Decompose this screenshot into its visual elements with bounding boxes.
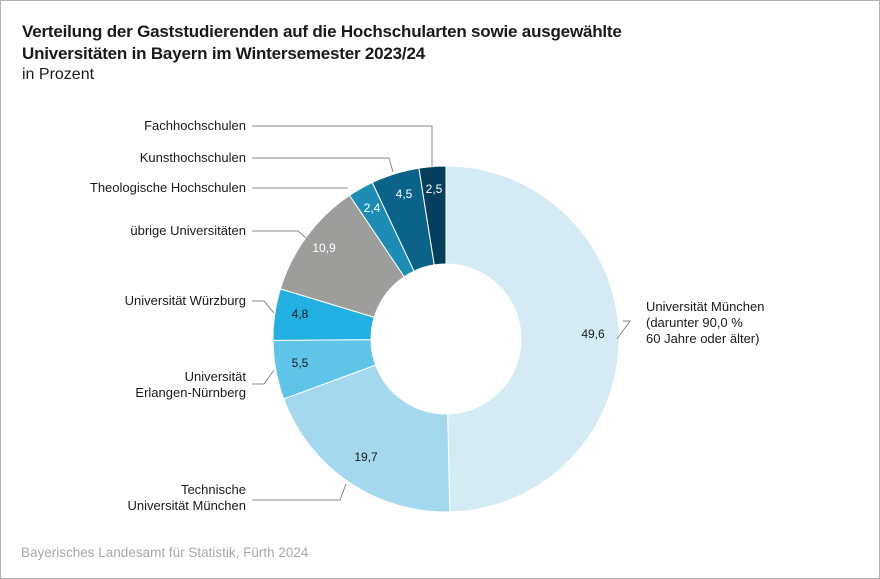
value-label-fachhochschulen: 2,5 <box>426 182 443 196</box>
category-labels-group: Universität München (darunter 90,0 % 60 Ja… <box>90 118 765 513</box>
leader-line-kunsthochschulen <box>252 157 394 173</box>
category-label-line: Erlangen-Nürnberg <box>135 385 246 400</box>
category-label-line: Kunsthochschulen <box>140 150 246 165</box>
leader-line-universitat <box>252 369 275 385</box>
category-label-line: 60 Jahre oder älter) <box>646 331 759 346</box>
leader-line-technische <box>252 483 347 501</box>
category-label-line: Fachhochschulen <box>144 118 246 133</box>
category-label-line: Technische <box>181 482 246 497</box>
category-label-line: Theologische Hochschulen <box>90 180 246 195</box>
source-note: Bayerisches Landesamt für Statistik, Für… <box>21 545 309 560</box>
leader-lines-group <box>252 125 631 501</box>
category-label-ubrige-universitaten: übrige Universitäten <box>130 223 246 238</box>
slice-universitat-munchen <box>445 165 620 513</box>
value-label-universitat: 5,5 <box>292 356 309 370</box>
leader-line-fachhochschulen <box>252 125 433 168</box>
category-label-theologische-hochschulen: Theologische Hochschulen <box>90 180 246 195</box>
category-label-line: Universität Würzburg <box>125 293 246 308</box>
value-label-theologische-hochschulen: 2,4 <box>364 201 381 215</box>
value-label-technische: 19,7 <box>354 450 378 464</box>
category-label-kunsthochschulen: Kunsthochschulen <box>140 150 246 165</box>
leader-line-universitat-munchen <box>616 320 631 340</box>
category-label-line: Universität München <box>128 498 247 513</box>
chart-title-line-1: Verteilung der Gaststudierenden auf die … <box>22 22 622 41</box>
leader-line-universitat-wurzburg <box>252 300 275 314</box>
value-label-ubrige-universitaten: 10,9 <box>312 241 336 255</box>
leader-line-ubrige-universitaten <box>252 230 307 239</box>
value-label-universitat-munchen: 49,6 <box>581 327 605 341</box>
value-label-universitat-wurzburg: 4,8 <box>292 307 309 321</box>
chart-subtitle: in Prozent <box>22 66 95 83</box>
slices-group <box>272 165 620 513</box>
category-label-line: übrige Universitäten <box>130 223 246 238</box>
value-labels-group: 49,6 19,7 5,5 4,8 10,9 2,4 4,5 2,5 <box>292 182 605 464</box>
category-label-line: Universität München <box>646 299 765 314</box>
category-label-technische: Technische Universität München <box>128 482 247 513</box>
category-label-line: (darunter 90,0 % <box>646 315 743 330</box>
slice-fachhochschulen <box>418 165 447 266</box>
chart-title-line-2: Universitäten in Bayern im Wintersemeste… <box>22 44 425 63</box>
slice-technische <box>283 364 451 513</box>
chart-title: Verteilung der Gaststudierenden auf die … <box>22 21 622 65</box>
category-label-fachhochschulen: Fachhochschulen <box>144 118 246 133</box>
category-label-universitat-wurzburg: Universität Würzburg <box>125 293 246 308</box>
category-label-universitat: Universität Erlangen-Nürnberg <box>135 369 246 400</box>
value-label-kunsthochschulen: 4,5 <box>396 187 413 201</box>
category-label-universitat-munchen: Universität München (darunter 90,0 % 60 Ja… <box>646 299 765 346</box>
category-label-line: Universität <box>185 369 247 384</box>
